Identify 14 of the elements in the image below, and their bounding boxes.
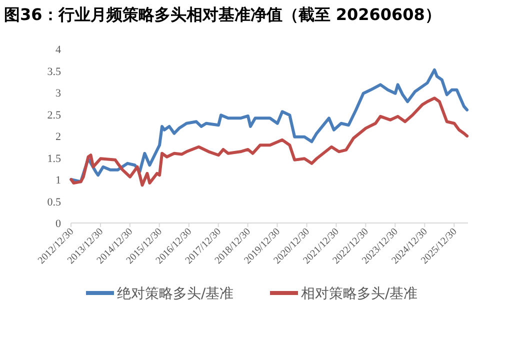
legend-label: 绝对策略多头/基准 [117, 286, 234, 302]
y-tick-label: 2.5 [47, 109, 62, 122]
y-tick-label: 1 [56, 174, 61, 186]
line-series [70, 68, 469, 184]
y-tick-label: 3.5 [47, 66, 62, 78]
y-tick-label: 1.5 [47, 152, 62, 165]
chart-title: 图36：行业月频策略多头相对基准净值（截至 20260608） [4, 5, 441, 24]
y-tick-label: 4 [56, 44, 62, 56]
y-tick-label: 3 [56, 88, 62, 100]
legend-label: 相对策略多头/基准 [301, 286, 418, 302]
y-tick-label: 2 [56, 131, 61, 143]
line-series [70, 96, 469, 187]
y-tick-label: 0 [56, 218, 62, 230]
y-tick-label: 0.5 [47, 196, 62, 208]
